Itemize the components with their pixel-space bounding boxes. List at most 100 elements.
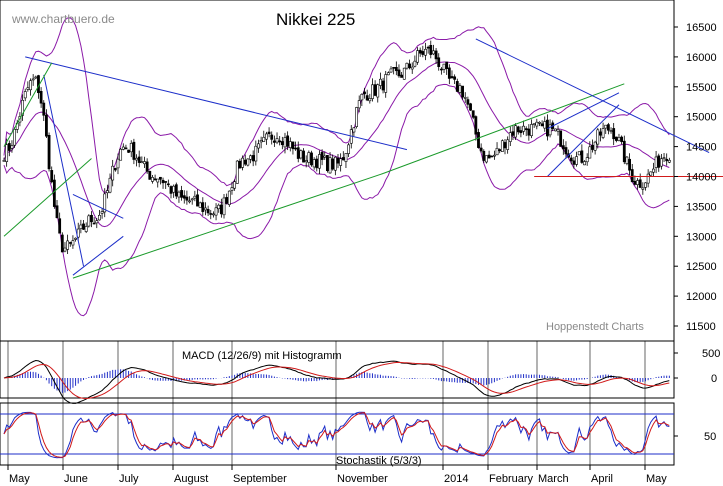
candle-body bbox=[492, 154, 496, 157]
candle-body bbox=[119, 148, 123, 161]
candle-body bbox=[304, 160, 308, 163]
early-trendline-green-2 bbox=[3, 62, 53, 147]
candle-body bbox=[315, 158, 319, 169]
candle-body bbox=[559, 130, 563, 147]
candle-body bbox=[336, 157, 340, 164]
candle-body bbox=[222, 197, 226, 216]
candle-body bbox=[105, 190, 109, 194]
candle-body bbox=[278, 140, 282, 143]
x-tick-label: February bbox=[489, 473, 534, 485]
candle-body bbox=[42, 102, 46, 116]
candle-body bbox=[82, 223, 85, 230]
y-tick-label: 14500 bbox=[686, 142, 717, 154]
candle-body bbox=[217, 204, 221, 210]
feb-channel-upper bbox=[547, 92, 620, 130]
candle-body bbox=[275, 138, 279, 143]
stoch-d-line bbox=[3, 412, 670, 458]
candle-body bbox=[312, 159, 316, 168]
candle-body bbox=[45, 114, 48, 137]
watermark-text: www.chartbuero.de bbox=[11, 12, 115, 26]
candle-body bbox=[591, 144, 594, 150]
candle-body bbox=[254, 145, 258, 162]
candle-body bbox=[495, 147, 499, 156]
support-trendline-green-2 bbox=[382, 83, 625, 174]
candle-body bbox=[127, 149, 130, 153]
candle-body bbox=[593, 141, 597, 151]
candle-body bbox=[169, 186, 173, 194]
candle-body bbox=[55, 205, 59, 219]
candle-body bbox=[503, 142, 507, 149]
candle-body bbox=[79, 224, 83, 229]
candle-body bbox=[540, 123, 544, 127]
candle-body bbox=[432, 50, 435, 55]
y-tick-label: 15500 bbox=[686, 82, 717, 94]
candle-body bbox=[325, 155, 329, 172]
candle-body bbox=[320, 152, 324, 160]
candle-body bbox=[140, 161, 144, 163]
candle-body bbox=[386, 72, 390, 76]
candle-body bbox=[466, 99, 470, 105]
candle-body bbox=[508, 132, 512, 142]
candle-body bbox=[617, 137, 621, 141]
candle-body bbox=[426, 46, 430, 49]
candle-body bbox=[121, 146, 125, 150]
bollinger-middle-line bbox=[3, 61, 670, 228]
y-tick-label: 15000 bbox=[686, 112, 717, 124]
candle-body bbox=[652, 168, 655, 173]
candle-body bbox=[352, 127, 356, 133]
candle-body bbox=[535, 121, 539, 127]
candle-body bbox=[286, 135, 290, 147]
x-tick-label: April bbox=[591, 473, 613, 485]
candle-body bbox=[487, 154, 491, 159]
candle-body bbox=[405, 62, 409, 69]
candle-body bbox=[439, 68, 443, 71]
y-tick-label: 12000 bbox=[686, 291, 717, 303]
candle-body bbox=[71, 240, 75, 246]
candle-body bbox=[561, 145, 565, 150]
candle-body bbox=[166, 183, 170, 186]
candle-body bbox=[156, 178, 160, 183]
resistance-trendline-2 bbox=[475, 38, 710, 154]
stoch-k-line bbox=[3, 411, 670, 459]
candle-body bbox=[397, 69, 401, 77]
candle-body bbox=[227, 190, 231, 205]
candle-body bbox=[182, 195, 186, 199]
candle-body bbox=[379, 78, 382, 86]
candle-body bbox=[84, 226, 88, 232]
candle-body bbox=[196, 194, 199, 207]
candle-body bbox=[58, 218, 62, 234]
candle-body bbox=[341, 157, 345, 161]
candle-body bbox=[453, 76, 457, 80]
candle-body bbox=[434, 50, 438, 60]
candle-body bbox=[384, 74, 388, 93]
candle-body bbox=[477, 132, 480, 148]
macd-title: MACD (12/26/9) mit Histogramm bbox=[182, 350, 342, 362]
bollinger-bands bbox=[3, 17, 670, 317]
candle-body bbox=[659, 158, 663, 167]
x-tick-label: May bbox=[646, 473, 667, 485]
candle-body bbox=[280, 141, 284, 146]
candle-body bbox=[307, 152, 311, 163]
candle-body bbox=[113, 168, 117, 171]
y-tick-label: 11500 bbox=[686, 321, 716, 333]
candle-body bbox=[636, 180, 639, 185]
candle-body bbox=[235, 160, 239, 184]
trendlines-group bbox=[3, 38, 723, 279]
candle-body bbox=[665, 158, 669, 162]
candle-body bbox=[74, 237, 77, 240]
candle-body bbox=[657, 155, 661, 168]
candle-body bbox=[92, 222, 96, 225]
y-tick-label: 13500 bbox=[686, 201, 717, 213]
candle-body bbox=[461, 85, 464, 98]
candle-body bbox=[201, 202, 205, 212]
candle-body bbox=[511, 131, 515, 136]
june-channel-upper bbox=[72, 193, 124, 219]
candle-body bbox=[580, 150, 584, 163]
candle-body bbox=[103, 193, 107, 213]
candle-body bbox=[564, 147, 568, 155]
candle-body bbox=[153, 178, 157, 181]
candle-body bbox=[225, 197, 229, 204]
candle-body bbox=[174, 184, 178, 197]
candle-body bbox=[158, 176, 162, 180]
candle-body bbox=[363, 91, 366, 95]
